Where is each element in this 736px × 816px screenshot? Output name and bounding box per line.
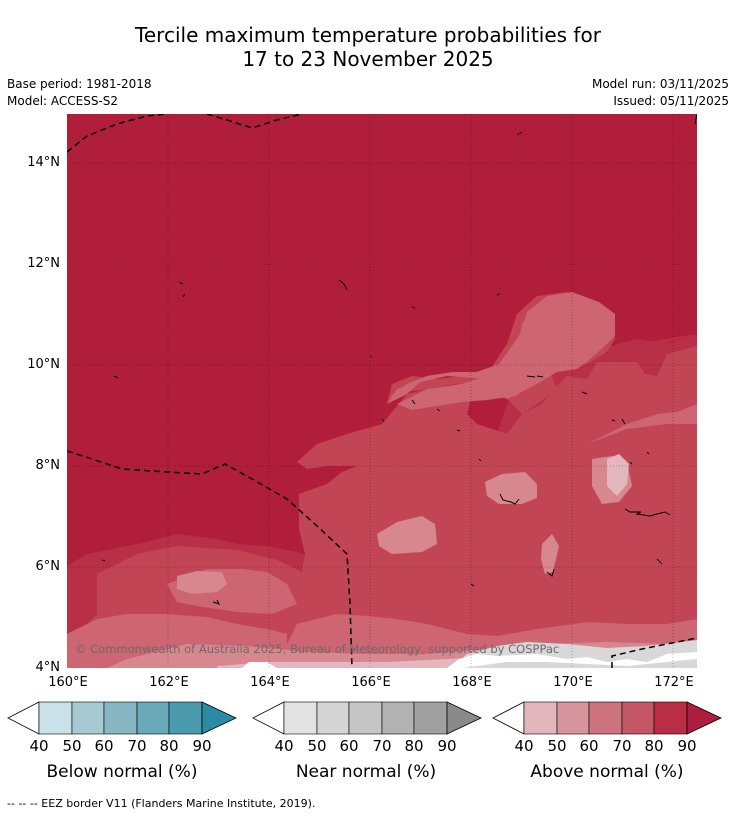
- copyright-notice: © Commonwealth of Australia 2025, Bureau…: [75, 642, 560, 656]
- cb-below-label: 90: [192, 737, 212, 755]
- cb-above-label: 60: [579, 737, 599, 755]
- cb-above-label: 50: [547, 737, 567, 755]
- cb-near-label: 80: [404, 737, 424, 755]
- colorbar-above-normal: [492, 701, 722, 735]
- cb-above-label: 90: [677, 737, 697, 755]
- cb-near-swatch-5: [413, 701, 448, 735]
- colorbar-near-normal: [252, 701, 482, 735]
- gridlines: [67, 114, 697, 668]
- colorbar-below-normal: [7, 701, 237, 735]
- cb-above-swatch-2: [556, 701, 590, 735]
- lon-label-160e: 160°E: [48, 675, 88, 690]
- region-above-50-c: [177, 571, 227, 594]
- cb-near-swatch-0: [252, 701, 285, 735]
- eez-footnote: -- -- -- EEZ border V11 (Flanders Marine…: [7, 797, 316, 810]
- cb-below-swatch-4: [136, 701, 170, 735]
- cb-above-label: 70: [612, 737, 632, 755]
- base-period: Base period: 1981-2018: [7, 77, 152, 91]
- cb-near-swatch-2: [316, 701, 350, 735]
- cb-above-swatch-1: [523, 701, 558, 735]
- cb-near-label: 40: [274, 737, 294, 755]
- cb-above-label: 80: [644, 737, 664, 755]
- lat-label-12n: 12°N: [27, 256, 60, 271]
- probability-map: © Commonwealth of Australia 2025, Bureau…: [67, 114, 697, 668]
- cb-below-swatch-6: [201, 701, 237, 735]
- cb-below-swatch-5: [168, 701, 203, 735]
- cb-below-swatch-2: [71, 701, 105, 735]
- lon-label-166e: 166°E: [351, 675, 391, 690]
- chart-title-line2: 17 to 23 November 2025: [242, 47, 494, 71]
- region-above-50-e: [541, 534, 559, 574]
- lon-label-172e: 172°E: [654, 675, 694, 690]
- region-above-50-a: [377, 516, 437, 554]
- cb-near-label: 60: [339, 737, 359, 755]
- cb-below-swatch-1: [38, 701, 73, 735]
- cb-near-swatch-1: [283, 701, 318, 735]
- cb-below-label: 40: [29, 737, 49, 755]
- eez-borders: [67, 114, 697, 668]
- cb-above-swatch-4: [621, 701, 655, 735]
- lat-label-4n: 4°N: [35, 660, 61, 675]
- region-above-60-nw: [387, 376, 427, 404]
- lon-label-168e: 168°E: [452, 675, 492, 690]
- cb-near-label: 50: [307, 737, 327, 755]
- lat-label-6n: 6°N: [35, 559, 61, 574]
- model-run: Model run: 03/11/2025: [591, 77, 729, 91]
- cb-above-swatch-5: [653, 701, 688, 735]
- cb-below-label: 80: [159, 737, 179, 755]
- cb-near-swatch-3: [348, 701, 383, 735]
- region-above-60-b: [397, 296, 615, 410]
- lat-label-14n: 14°N: [27, 155, 60, 170]
- model-name: Model: ACCESS-S2: [7, 94, 119, 108]
- cb-below-label: 50: [62, 737, 82, 755]
- region-white-band: [447, 652, 697, 668]
- issued-date: Issued: 05/11/2025: [613, 94, 729, 108]
- cb-below-label: 70: [127, 737, 147, 755]
- lon-label-164e: 164°E: [250, 675, 290, 690]
- cb-above-swatch-6: [686, 701, 722, 735]
- cb-near-swatch-4: [381, 701, 415, 735]
- map-canvas: [67, 114, 697, 668]
- region-above-60-east: [587, 404, 697, 444]
- region-white-bottom-left: [242, 662, 277, 668]
- cb-below-label: 60: [94, 737, 114, 755]
- region-above-50-b: [485, 472, 537, 504]
- cb-below-swatch-0: [7, 701, 40, 735]
- lon-label-162e: 162°E: [149, 675, 189, 690]
- cb-above-swatch-0: [492, 701, 525, 735]
- colorbar-below-title: Below normal (%): [46, 762, 198, 782]
- colorbar-near-title: Near normal (%): [295, 762, 437, 782]
- cb-near-label: 90: [437, 737, 457, 755]
- lat-label-8n: 8°N: [35, 458, 61, 473]
- region-above-40: [607, 454, 629, 496]
- lon-label-170e: 170°E: [553, 675, 593, 690]
- islands: [101, 114, 697, 605]
- lat-label-10n: 10°N: [27, 357, 60, 372]
- cb-below-swatch-3: [103, 701, 138, 735]
- chart-title-line1: Tercile maximum temperature probabilitie…: [135, 23, 601, 47]
- cb-above-swatch-3: [588, 701, 623, 735]
- cb-above-label: 40: [514, 737, 534, 755]
- colorbar-above-title: Above normal (%): [530, 762, 684, 782]
- cb-near-label: 70: [372, 737, 392, 755]
- cb-near-swatch-6: [446, 701, 482, 735]
